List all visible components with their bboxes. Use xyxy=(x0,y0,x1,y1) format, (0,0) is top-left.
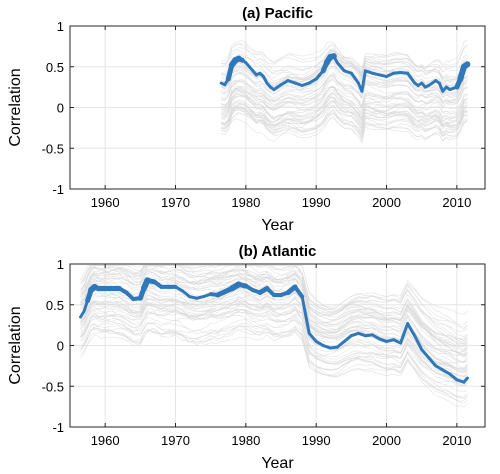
ensemble-line xyxy=(221,109,468,142)
x-tick-label: 2010 xyxy=(442,433,471,448)
x-tick-label: 2010 xyxy=(442,195,471,210)
x-axis-label: Year xyxy=(261,217,294,234)
y-tick-label: -1 xyxy=(52,420,64,435)
series-segment xyxy=(460,61,471,70)
ensemble-line xyxy=(80,265,468,328)
ensemble-line xyxy=(221,96,468,133)
ensemble-line xyxy=(80,269,468,347)
series-segment xyxy=(293,284,305,299)
ensemble-line xyxy=(221,66,468,96)
y-tick-label: 1 xyxy=(57,19,64,34)
y-tick-label: 0 xyxy=(57,101,64,116)
ensemble-line xyxy=(221,74,468,105)
ensemble-line xyxy=(80,298,468,369)
ensemble-line xyxy=(221,100,468,129)
series-segment xyxy=(300,295,311,335)
x-tick-label: 1990 xyxy=(302,433,331,448)
x-tick-label: 1980 xyxy=(231,195,260,210)
series-segment xyxy=(462,376,469,384)
ensemble-line xyxy=(221,66,468,99)
series-segment xyxy=(413,334,424,352)
panel-pacific: 1960 1970 1980 1990 2000 2010 -1 -0.5 0 0.5 1 (a) P… xyxy=(7,5,486,234)
ensemble-line xyxy=(80,265,468,341)
ensemble-line xyxy=(221,89,468,133)
ensemble-line xyxy=(221,92,468,137)
ensemble-line xyxy=(221,68,468,104)
ensemble-line xyxy=(221,87,468,123)
ensemble-line xyxy=(221,85,468,119)
y-tick-label: 0 xyxy=(57,339,64,354)
series-segment xyxy=(448,372,459,382)
x-tick-label: 2000 xyxy=(372,195,401,210)
chart-title: (b) Atlantic xyxy=(239,243,317,260)
ensemble-line xyxy=(80,301,468,386)
ensemble-line xyxy=(221,40,468,74)
ensemble-line xyxy=(221,70,468,105)
series-segment xyxy=(342,334,353,343)
x-tick-label: 2000 xyxy=(372,433,401,448)
ensemble-line xyxy=(221,43,468,84)
ensemble-line xyxy=(221,82,468,123)
series-segment xyxy=(360,69,367,93)
x-axis-label: Year xyxy=(261,455,294,472)
ensemble-line xyxy=(221,101,468,135)
y-tick-label: 0.5 xyxy=(46,298,64,313)
series-segment xyxy=(307,331,318,343)
ensemble-line xyxy=(221,43,468,81)
series-segment xyxy=(420,348,431,360)
x-tick-label: 1970 xyxy=(161,195,190,210)
ensemble-line xyxy=(80,265,468,332)
ensemble-line xyxy=(221,95,468,128)
ensemble-line xyxy=(221,90,468,130)
ensemble-line xyxy=(221,85,468,125)
y-tick-label: 1 xyxy=(57,257,64,272)
ensemble-line xyxy=(80,311,468,387)
x-tick-label: 1980 xyxy=(231,433,260,448)
ensemble-line xyxy=(221,44,468,82)
series-segment xyxy=(406,321,417,338)
y-tick-label: -0.5 xyxy=(42,379,64,394)
series-segment xyxy=(181,289,192,299)
ensemble-line xyxy=(80,296,468,383)
ensemble-line xyxy=(80,314,468,402)
y-axis-label: Correlation xyxy=(7,68,24,146)
x-tick-label: 1990 xyxy=(302,195,331,210)
panel-atlantic: 1960 1970 1980 1990 2000 2010 -1 -0.5 0 0.5 1 (b) A… xyxy=(7,243,486,472)
y-tick-label: -0.5 xyxy=(42,141,64,156)
series-segment xyxy=(335,339,346,349)
series-segment xyxy=(406,71,417,85)
x-tick-label: 1960 xyxy=(91,195,120,210)
ensemble-line xyxy=(80,322,468,408)
ensemble-line xyxy=(80,266,468,348)
x-tick-label: 1960 xyxy=(91,433,120,448)
ensemble-line xyxy=(80,316,468,393)
ensemble-line xyxy=(221,104,468,135)
series-segment xyxy=(349,71,360,85)
y-axis-label: Correlation xyxy=(7,306,24,384)
series-segment xyxy=(399,321,410,345)
ensemble-line xyxy=(221,105,468,141)
ensemble-line xyxy=(80,265,468,329)
series-segment xyxy=(427,356,438,368)
y-tick-label: -1 xyxy=(52,182,64,197)
ensemble-line xyxy=(221,71,468,102)
y-tick-label: 0.5 xyxy=(46,60,64,75)
ensemble-line xyxy=(221,80,468,114)
chart-title: (a) Pacific xyxy=(242,5,313,22)
x-tick-label: 1970 xyxy=(161,433,190,448)
